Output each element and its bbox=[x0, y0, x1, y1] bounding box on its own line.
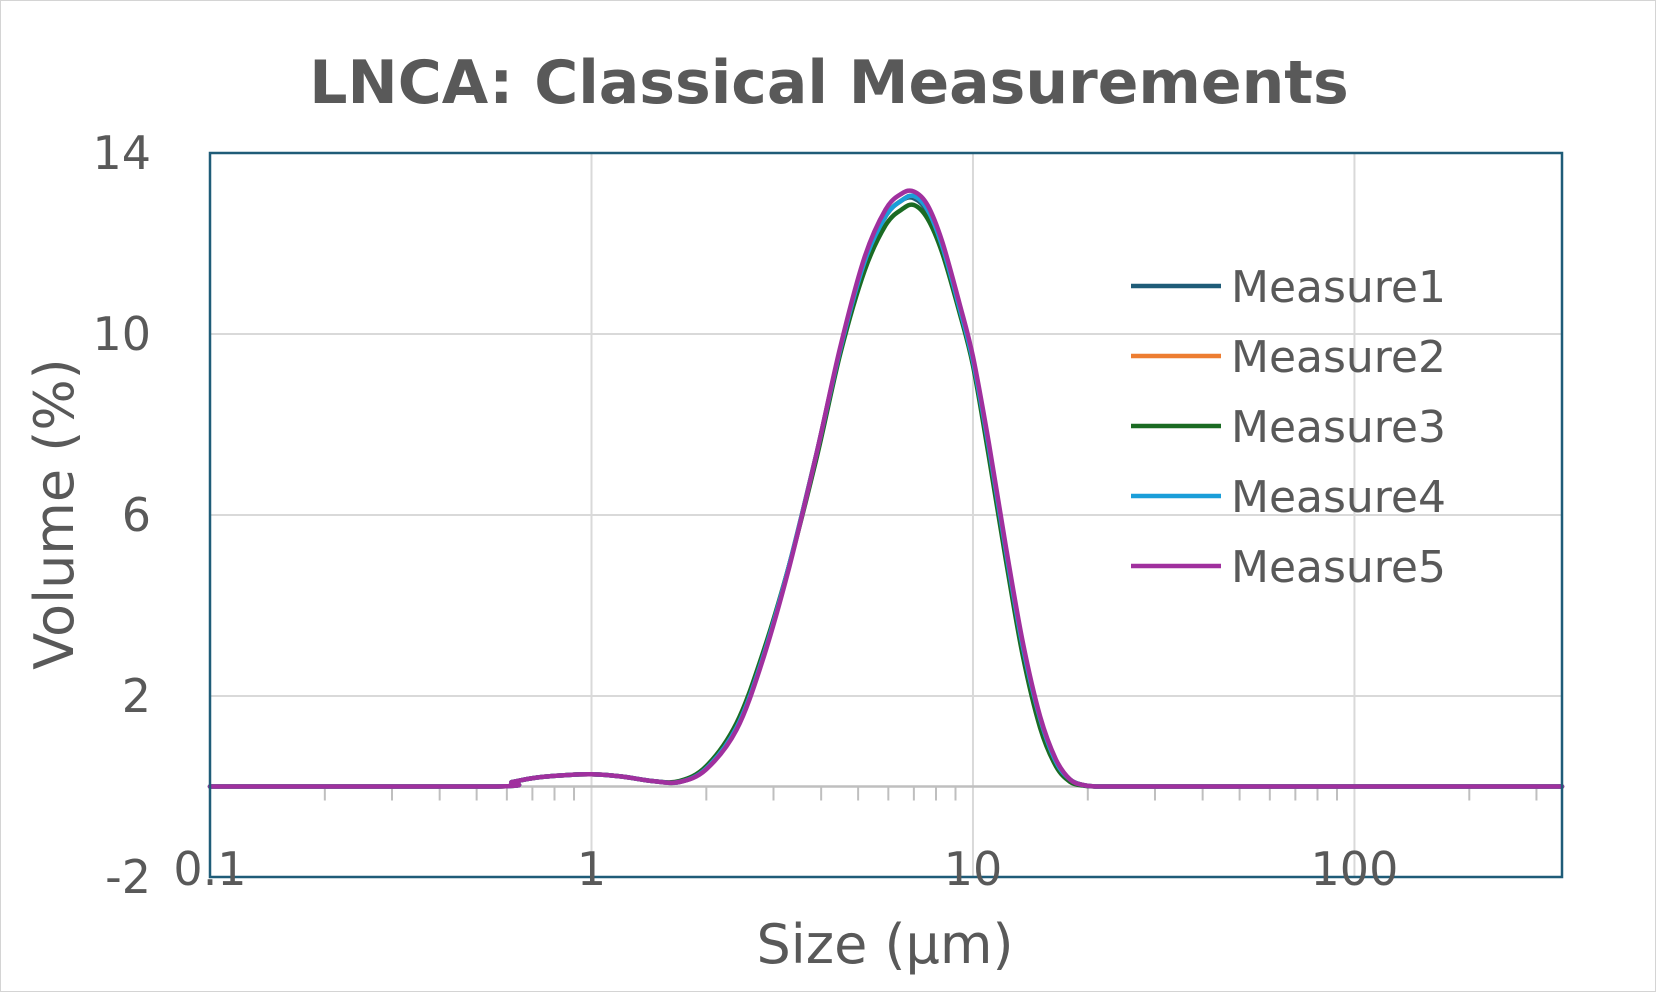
chart-title: LNCA: Classical Measurements bbox=[309, 48, 1348, 118]
x-tick-label: 1 bbox=[577, 842, 606, 896]
plot-area-border bbox=[208, 151, 1564, 879]
series-lines bbox=[207, 188, 1565, 789]
legend: Measure1 Measure2 Measure3 Measure4 Measure5 bbox=[1131, 262, 1446, 593]
x-tick-label: 10 bbox=[944, 842, 1003, 896]
x-axis-tick-labels: 0.1 1 10 100 bbox=[173, 842, 1398, 896]
y-axis-title: Volume (%) bbox=[23, 358, 86, 669]
legend-label-measure2: Measure2 bbox=[1231, 332, 1446, 383]
x-tick-label: 100 bbox=[1311, 842, 1399, 896]
legend-label-measure4: Measure4 bbox=[1231, 472, 1446, 523]
y-tick-label: -2 bbox=[105, 850, 151, 904]
y-tick-label: 6 bbox=[122, 488, 151, 542]
y-tick-label: 2 bbox=[122, 669, 151, 723]
x-tick-label: 0.1 bbox=[173, 842, 246, 896]
y-axis-tick-labels: -2 2 6 10 14 bbox=[92, 126, 151, 904]
series-line-measure5 bbox=[207, 188, 1565, 789]
y-tick-label: 10 bbox=[92, 307, 151, 361]
y-tick-label: 14 bbox=[92, 126, 151, 180]
legend-label-measure1: Measure1 bbox=[1231, 262, 1446, 313]
x-axis-title: Size (µm) bbox=[756, 913, 1013, 976]
legend-label-measure3: Measure3 bbox=[1231, 402, 1446, 453]
legend-label-measure5: Measure5 bbox=[1231, 542, 1446, 593]
